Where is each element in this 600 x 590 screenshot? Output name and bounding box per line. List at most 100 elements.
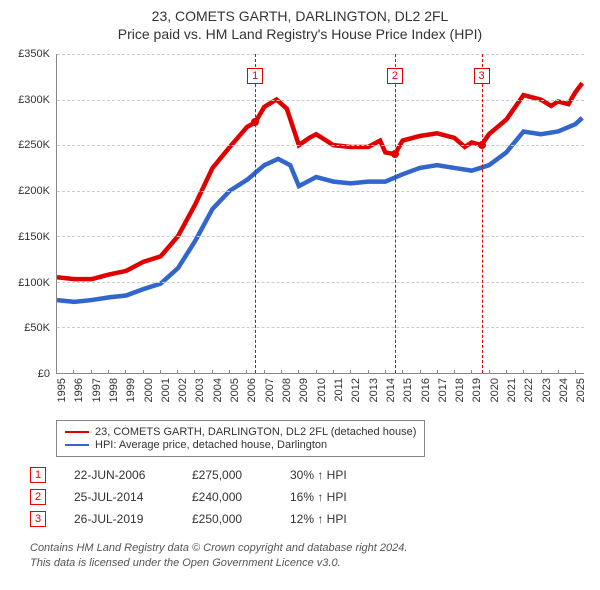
- sale-row: 3 26-JUL-2019 £250,000 12% ↑ HPI: [30, 511, 588, 527]
- x-tick-label: 2005: [229, 378, 241, 402]
- legend-row: HPI: Average price, detached house, Darl…: [65, 439, 416, 451]
- sale-index-box: 2: [30, 489, 46, 505]
- plot-area: 1 2 3: [56, 54, 584, 374]
- sale-row: 1 22-JUN-2006 £275,000 30% ↑ HPI: [30, 467, 588, 483]
- sale-date: 22-JUN-2006: [74, 468, 164, 482]
- x-tick-mark: [420, 370, 421, 374]
- x-tick-label: 2023: [541, 378, 553, 402]
- marker-label: 2: [387, 68, 403, 84]
- sale-price: £250,000: [192, 512, 262, 526]
- x-tick-mark: [316, 370, 317, 374]
- gridline: [57, 327, 584, 328]
- sales-table: 1 22-JUN-2006 £275,000 30% ↑ HPI 2 25-JUL-201…: [30, 467, 588, 527]
- sale-index-box: 1: [30, 467, 46, 483]
- y-tick-label: £50K: [24, 322, 50, 334]
- legend-label: 23, COMETS GARTH, DARLINGTON, DL2 2FL (d…: [95, 426, 416, 438]
- x-tick-mark: [56, 370, 57, 374]
- x-tick-label: 2008: [281, 378, 293, 402]
- x-tick-mark: [333, 370, 334, 374]
- x-tick-label: 2006: [246, 378, 258, 402]
- x-tick-label: 2001: [160, 378, 172, 402]
- sale-date: 25-JUL-2014: [74, 490, 164, 504]
- x-tick-mark: [523, 370, 524, 374]
- line-series-svg: [57, 54, 584, 373]
- gridline: [57, 282, 584, 283]
- marker-dot: [251, 118, 259, 126]
- x-tick-mark: [264, 370, 265, 374]
- x-tick-mark: [229, 370, 230, 374]
- x-tick-label: 1999: [125, 378, 137, 402]
- gridline: [57, 236, 584, 237]
- x-tick-mark: [73, 370, 74, 374]
- x-tick-label: 1997: [91, 378, 103, 402]
- marker-vline: [395, 54, 396, 373]
- x-tick-mark: [454, 370, 455, 374]
- x-tick-label: 2025: [575, 378, 587, 402]
- attribution-footer: Contains HM Land Registry data © Crown c…: [30, 541, 588, 571]
- sale-pct-vs-hpi: 12% ↑ HPI: [290, 512, 400, 526]
- x-tick-mark: [541, 370, 542, 374]
- legend-row: 23, COMETS GARTH, DARLINGTON, DL2 2FL (d…: [65, 426, 416, 438]
- series-legend: 23, COMETS GARTH, DARLINGTON, DL2 2FL (d…: [56, 420, 425, 457]
- legend-swatch: [65, 444, 89, 446]
- marker-vline: [255, 54, 256, 373]
- x-tick-label: 2022: [523, 378, 535, 402]
- marker-dot: [391, 150, 399, 158]
- marker-label: 3: [474, 68, 490, 84]
- x-tick-mark: [489, 370, 490, 374]
- x-tick-mark: [575, 370, 576, 374]
- gridline: [57, 191, 584, 192]
- x-tick-label: 2019: [471, 378, 483, 402]
- x-tick-mark: [143, 370, 144, 374]
- footer-line2: This data is licensed under the Open Gov…: [30, 556, 588, 571]
- x-tick-mark: [368, 370, 369, 374]
- marker-vline: [482, 54, 483, 373]
- x-tick-mark: [194, 370, 195, 374]
- marker-dot: [478, 141, 486, 149]
- x-tick-label: 2009: [298, 378, 310, 402]
- title-block: 23, COMETS GARTH, DARLINGTON, DL2 2FL Pr…: [0, 0, 600, 46]
- x-tick-mark: [558, 370, 559, 374]
- x-tick-mark: [91, 370, 92, 374]
- series-line: [57, 83, 582, 279]
- y-tick-label: £200K: [18, 185, 50, 197]
- sale-date: 26-JUL-2019: [74, 512, 164, 526]
- x-tick-mark: [298, 370, 299, 374]
- sale-index-box: 3: [30, 511, 46, 527]
- y-tick-label: £300K: [18, 94, 50, 106]
- marker-label: 1: [247, 68, 263, 84]
- x-tick-mark: [437, 370, 438, 374]
- y-tick-label: £100K: [18, 277, 50, 289]
- x-tick-label: 2003: [194, 378, 206, 402]
- legend-swatch: [65, 431, 89, 433]
- x-tick-label: 2012: [350, 378, 362, 402]
- y-tick-label: £0: [38, 368, 50, 380]
- x-tick-mark: [402, 370, 403, 374]
- legend-label: HPI: Average price, detached house, Darl…: [95, 439, 327, 451]
- x-tick-label: 2013: [368, 378, 380, 402]
- x-tick-mark: [125, 370, 126, 374]
- x-tick-mark: [177, 370, 178, 374]
- sale-price: £275,000: [192, 468, 262, 482]
- y-tick-label: £250K: [18, 139, 50, 151]
- sale-pct-vs-hpi: 30% ↑ HPI: [290, 468, 400, 482]
- y-tick-label: £150K: [18, 231, 50, 243]
- x-tick-mark: [212, 370, 213, 374]
- x-tick-mark: [385, 370, 386, 374]
- gridline: [57, 54, 584, 55]
- x-tick-label: 2015: [402, 378, 414, 402]
- x-tick-mark: [246, 370, 247, 374]
- x-tick-label: 1996: [73, 378, 85, 402]
- x-tick-mark: [471, 370, 472, 374]
- x-tick-label: 2018: [454, 378, 466, 402]
- x-tick-label: 2010: [316, 378, 328, 402]
- gridline: [57, 100, 584, 101]
- chart-area: £0£50K£100K£150K£200K£250K£300K£350K 123…: [12, 54, 588, 414]
- x-tick-mark: [160, 370, 161, 374]
- x-tick-mark: [108, 370, 109, 374]
- x-tick-mark: [281, 370, 282, 374]
- x-axis: 1995199619971998199920002001200220032004…: [56, 374, 584, 414]
- x-tick-mark: [506, 370, 507, 374]
- x-tick-label: 2000: [143, 378, 155, 402]
- y-tick-label: £350K: [18, 48, 50, 60]
